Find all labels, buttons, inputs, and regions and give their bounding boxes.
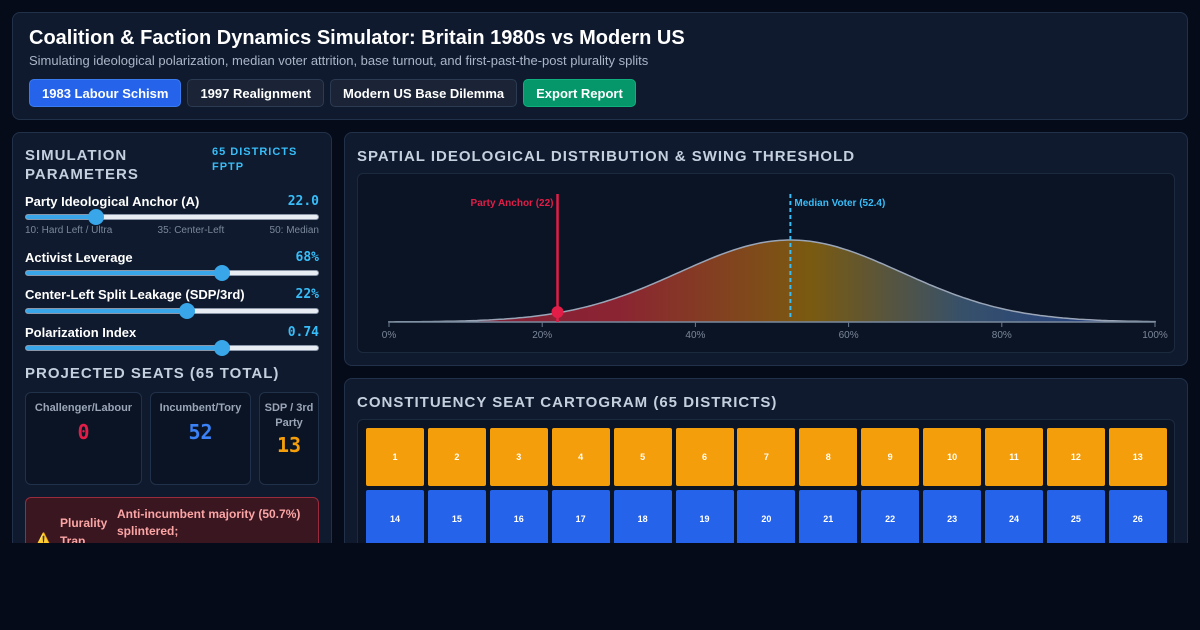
warning-icon: ⚠️ xyxy=(36,532,51,543)
district-cell[interactable]: 26 xyxy=(1108,490,1167,543)
leakage-param: Center-Left Split Leakage (SDP/3rd) 22% xyxy=(25,287,319,319)
district-cell[interactable]: 1 xyxy=(366,428,424,486)
x-axis-ticks: 0% 20% 40% 60% 80% 100% xyxy=(382,322,1168,341)
parameters-panel: SIMULATION PARAMETERS 65 DISTRICTS FPTP … xyxy=(12,132,332,543)
seat-card-count: 0 xyxy=(77,420,90,444)
anchor-ticks: 10: Hard Left / Ultra 35: Center-Left 50… xyxy=(25,225,319,236)
x-tick-label: 40% xyxy=(685,330,705,341)
district-cell[interactable]: 2 xyxy=(427,428,486,486)
distribution-area xyxy=(388,239,1156,323)
anchor-slider-fill xyxy=(26,215,97,219)
export-report-button[interactable]: Export Report xyxy=(523,79,636,107)
x-tick-label: 80% xyxy=(992,330,1012,341)
polarization-slider-fill xyxy=(26,346,222,350)
polarization-slider-thumb[interactable] xyxy=(213,340,230,356)
seat-card-name: Incumbent/Tory xyxy=(159,402,242,414)
district-cell[interactable]: 13 xyxy=(1108,428,1167,486)
district-cell[interactable]: 16 xyxy=(489,490,548,543)
polarization-value: 0.74 xyxy=(287,325,319,340)
anchor-label: Party Ideological Anchor (A) xyxy=(25,194,200,209)
party-anchor-label: Party Anchor (22) xyxy=(471,198,554,209)
district-cell[interactable]: 17 xyxy=(551,490,610,543)
district-cell[interactable]: 3 xyxy=(489,428,548,486)
districts-badge: 65 DISTRICTS FPTP xyxy=(212,146,298,173)
x-tick-label: 60% xyxy=(839,330,859,341)
leakage-value: 22% xyxy=(295,287,319,302)
seat-card-challenger: Challenger/Labour 0 xyxy=(25,392,142,485)
spatial-panel: SPATIAL IDEOLOGICAL DISTRIBUTION & SWING… xyxy=(344,132,1188,366)
district-cell[interactable]: 20 xyxy=(737,490,796,543)
leakage-slider-fill xyxy=(26,309,187,313)
anchor-param: Party Ideological Anchor (A) 22.0 10: Ha… xyxy=(25,194,319,236)
party-anchor-dot[interactable] xyxy=(551,306,564,318)
x-tick-label: 0% xyxy=(382,330,397,341)
seat-card-count: 13 xyxy=(276,433,302,457)
x-tick-label: 20% xyxy=(532,330,552,341)
polarization-label: Polarization Index xyxy=(25,325,137,340)
scenario-us-button[interactable]: Modern US Base Dilemma xyxy=(330,79,518,107)
seat-card-count: 52 xyxy=(188,420,213,444)
plurality-trap-alert: ⚠️ Plurality Trap Anti-incumbent majorit… xyxy=(25,497,319,543)
anchor-tick-right: 50: Median xyxy=(269,225,319,236)
activist-label: Activist Leverage xyxy=(25,250,133,265)
viewport: Coalition & Faction Dynamics Simulator: … xyxy=(12,12,1188,543)
district-cell[interactable]: 12 xyxy=(1046,428,1105,486)
activist-slider-fill xyxy=(26,271,222,275)
district-cell[interactable]: 10 xyxy=(923,428,982,486)
district-cell[interactable]: 14 xyxy=(366,490,424,543)
scenario-1983-button[interactable]: 1983 Labour Schism xyxy=(29,79,182,107)
anchor-tick-mid: 35: Center-Left xyxy=(157,225,225,236)
activist-value: 68% xyxy=(295,250,319,265)
seat-card-incumbent: Incumbent/Tory 52 xyxy=(150,392,251,485)
anchor-slider[interactable] xyxy=(25,209,319,225)
district-cell[interactable]: 22 xyxy=(861,490,920,543)
activist-slider[interactable] xyxy=(25,265,319,281)
seat-card-name: Challenger/Labour xyxy=(34,402,133,414)
district-cell[interactable]: 5 xyxy=(613,428,672,486)
x-tick-label: 100% xyxy=(1142,330,1168,341)
cartogram-title: CONSTITUENCY SEAT CARTOGRAM (65 DISTRICT… xyxy=(357,394,778,411)
alert-text: Anti-incumbent majority (50.7%) splinter… xyxy=(117,507,301,538)
alert-title: Plurality Trap xyxy=(60,516,108,543)
seats-title: PROJECTED SEATS (65 TOTAL) xyxy=(25,365,280,382)
district-cell[interactable]: 4 xyxy=(551,428,610,486)
activist-slider-thumb[interactable] xyxy=(213,265,230,281)
district-cell[interactable]: 8 xyxy=(799,428,858,486)
district-cell[interactable]: 6 xyxy=(675,428,734,486)
polarization-slider[interactable] xyxy=(25,340,319,356)
scenario-1997-button[interactable]: 1997 Realignment xyxy=(187,79,324,107)
district-cell[interactable]: 23 xyxy=(923,490,982,543)
distribution-svg: 0% 20% 40% 60% 80% 100% Party Anchor (22) Med… xyxy=(382,194,1168,341)
leakage-label: Center-Left Split Leakage (SDP/3rd) xyxy=(25,287,245,302)
activist-param: Activist Leverage 68% xyxy=(25,250,319,281)
median-voter-label: Median Voter (52.4) xyxy=(794,198,885,209)
anchor-slider-thumb[interactable] xyxy=(88,209,105,225)
page-title: Coalition & Faction Dynamics Simulator: … xyxy=(29,27,685,49)
district-grid: 1 2 3 4 5 6 7 8 9 10 11 12 13 14 15 16 17 18 19 20 21 22 23 24 2… xyxy=(357,419,1175,543)
cartogram-panel: CONSTITUENCY SEAT CARTOGRAM (65 DISTRICT… xyxy=(344,378,1188,543)
leakage-slider-thumb[interactable] xyxy=(178,303,195,319)
parameters-title: SIMULATION PARAMETERS xyxy=(25,147,139,183)
seat-card-third-party: SDP / 3rd Party 13 xyxy=(259,392,319,485)
leakage-slider[interactable] xyxy=(25,303,319,319)
seat-card-name: SDP / 3rd Party xyxy=(264,402,314,429)
district-cell[interactable]: 21 xyxy=(799,490,858,543)
anchor-value: 22.0 xyxy=(287,194,319,209)
polarization-param: Polarization Index 0.74 xyxy=(25,325,319,356)
spatial-title: SPATIAL IDEOLOGICAL DISTRIBUTION & SWING… xyxy=(357,148,856,165)
district-cell[interactable]: 18 xyxy=(613,490,672,543)
district-cell[interactable]: 19 xyxy=(675,490,734,543)
district-cell[interactable]: 11 xyxy=(985,428,1043,486)
district-cell[interactable]: 7 xyxy=(737,428,796,486)
district-cell[interactable]: 15 xyxy=(427,490,486,543)
scenario-toolbar: 1983 Labour Schism 1997 Realignment Mode… xyxy=(29,79,636,107)
header-panel: Coalition & Faction Dynamics Simulator: … xyxy=(12,12,1188,120)
district-cell[interactable]: 9 xyxy=(861,428,920,486)
distribution-chart: 0% 20% 40% 60% 80% 100% Party Anchor (22) Med… xyxy=(357,173,1175,353)
district-cell[interactable]: 25 xyxy=(1046,490,1105,543)
district-cell[interactable]: 24 xyxy=(985,490,1043,543)
anchor-tick-left: 10: Hard Left / Ultra xyxy=(25,225,113,236)
page-subtitle: Simulating ideological polarization, med… xyxy=(29,53,649,68)
